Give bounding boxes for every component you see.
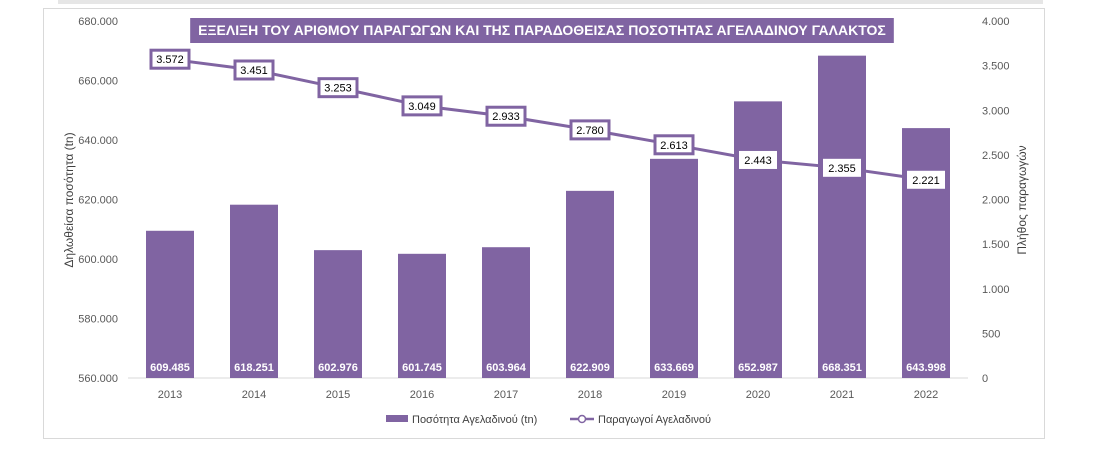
bar — [146, 230, 194, 378]
bar — [230, 204, 278, 378]
line-point-label: 3.049 — [408, 101, 436, 113]
line-point-label: 2.613 — [660, 140, 688, 152]
right-axis-tick-label: 500 — [982, 328, 1000, 340]
left-axis-ticks: 560.000 580.000 600.000 620.000 640.000 660.0… — [78, 16, 118, 385]
left-axis-tick-label: 580.000 — [78, 314, 118, 326]
right-axis-tick-label: 3.500 — [982, 61, 1010, 73]
left-axis-tick-label: 640.000 — [78, 135, 118, 147]
line-point-label: 2.780 — [576, 125, 604, 137]
bar-value-label: 633.669 — [654, 362, 694, 374]
legend-bar-swatch — [386, 415, 408, 422]
bar — [482, 247, 530, 378]
right-axis-tick-label: 0 — [982, 373, 988, 385]
right-axis-tick-label: 2.000 — [982, 195, 1010, 207]
bar — [734, 101, 782, 378]
legend-line-label: Παραγωγοί Αγελαδινού — [598, 414, 711, 426]
chart-frame — [43, 8, 1045, 439]
line-point-label: 2.221 — [912, 175, 940, 187]
line-point-label: 3.253 — [324, 83, 352, 95]
bar-value-label: 609.485 — [150, 362, 190, 374]
bar — [650, 158, 698, 378]
bar — [902, 128, 950, 378]
right-axis-ticks: 0 500 1.000 1.500 2.000 2.500 3.000 3.500 4.000 — [982, 16, 1010, 385]
bar-value-label: 643.998 — [906, 362, 946, 374]
bar — [818, 55, 866, 379]
chart-title-background — [190, 18, 894, 43]
x-axis-tick-label: 2014 — [242, 389, 266, 401]
line-point-label: 2.443 — [744, 155, 772, 167]
top-divider — [58, 0, 1043, 4]
line-point-label-box — [485, 105, 527, 127]
bar-value-label: 602.976 — [318, 362, 358, 374]
right-axis-tick-label: 2.500 — [982, 150, 1010, 162]
right-axis-tick-label: 1.500 — [982, 239, 1010, 251]
x-axis-tick-label: 2017 — [494, 389, 518, 401]
line-point-label: 2.933 — [492, 111, 520, 123]
x-axis-tick-label: 2015 — [326, 389, 350, 401]
line-series: 3.572 3.451 3.253 3.049 2.933 2.780 2.613 2.443… — [149, 48, 945, 189]
left-axis-title: Δηλωθείσα ποσότητα (tn) — [62, 132, 76, 267]
line-point-label-box — [401, 95, 443, 117]
x-axis-tick-label: 2019 — [662, 389, 686, 401]
line-point-label: 3.572 — [156, 54, 184, 66]
x-axis-tick-label: 2013 — [158, 389, 182, 401]
line-point-label-box — [233, 59, 275, 81]
line-path — [169, 57, 927, 182]
x-axis-tick-label: 2022 — [914, 389, 938, 401]
bar — [398, 253, 446, 378]
right-axis-tick-label: 4.000 — [982, 16, 1010, 28]
line-point-label-box — [149, 48, 191, 70]
bar-value-label: 652.987 — [738, 362, 778, 374]
right-axis-tick-label: 3.000 — [982, 105, 1010, 117]
bar-value-label: 618.251 — [234, 362, 274, 374]
line-point-label-box — [739, 150, 777, 169]
bar-value-label: 603.964 — [486, 362, 527, 374]
bar-series: 609.485 618.251 602.976 601.745 603.964 622.9… — [146, 55, 950, 379]
left-axis-tick-label: 660.000 — [78, 76, 118, 88]
line-point-label-box — [569, 119, 611, 141]
legend-bar-label: Ποσότητα Αγελαδινού (tn) — [412, 414, 537, 426]
bar-value-label: 668.351 — [822, 362, 862, 374]
legend-line-marker — [577, 414, 587, 424]
right-axis-title: Πλήθος παραγωγών — [1015, 145, 1029, 254]
line-point-label-box — [907, 170, 945, 189]
line-point-label: 2.355 — [828, 163, 856, 175]
bar-value-label: 601.745 — [402, 362, 442, 374]
right-axis-tick-label: 1.000 — [982, 284, 1010, 296]
left-axis-tick-label: 560.000 — [78, 373, 118, 385]
line-point-label: 3.451 — [240, 65, 268, 77]
line-point-label-box — [653, 134, 695, 156]
bar — [566, 190, 614, 378]
left-axis-tick-label: 680.000 — [78, 16, 118, 28]
left-axis-tick-label: 620.000 — [78, 195, 118, 207]
x-axis-tick-label: 2016 — [410, 389, 434, 401]
bar-value-label: 622.909 — [570, 362, 610, 374]
left-axis-tick-label: 600.000 — [78, 254, 118, 266]
x-axis-ticks: 2013 2014 2015 2016 2017 2018 2019 2020 2021 2022 — [158, 389, 938, 401]
x-axis-tick-label: 2018 — [578, 389, 602, 401]
x-axis-tick-label: 2021 — [830, 389, 854, 401]
bar — [314, 250, 362, 378]
line-point-label-box — [823, 158, 861, 177]
legend: Ποσότητα Αγελαδινού (tn) Παραγωγοί Αγελα… — [386, 414, 711, 426]
line-point-label-box — [317, 77, 359, 99]
chart-title: ΕΞΕΛΙΞΗ ΤΟΥ ΑΡΙΘΜΟΥ ΠΑΡΑΓΩΓΩΝ ΚΑΙ ΤΗΣ ΠΑ… — [198, 22, 886, 38]
x-axis-tick-label: 2020 — [746, 389, 770, 401]
chart-title-group: ΕΞΕΛΙΞΗ ΤΟΥ ΑΡΙΘΜΟΥ ΠΑΡΑΓΩΓΩΝ ΚΑΙ ΤΗΣ ΠΑ… — [190, 18, 894, 43]
